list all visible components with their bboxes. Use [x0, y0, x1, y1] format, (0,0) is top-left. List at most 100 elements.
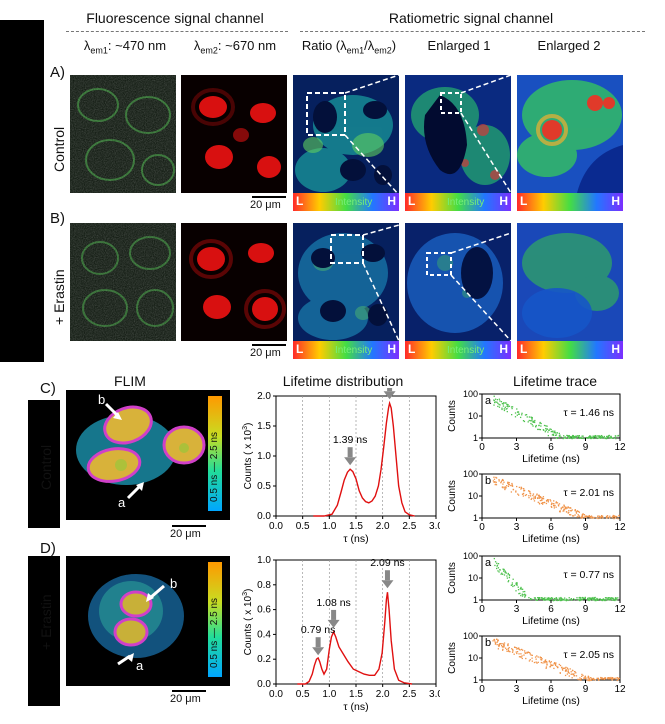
- decay-point: [492, 640, 494, 642]
- decay-point: [567, 512, 569, 514]
- decay-point: [577, 510, 580, 513]
- x-tick-label: 1.5: [349, 689, 363, 700]
- decay-point: [601, 436, 603, 439]
- decay-point: [588, 514, 590, 517]
- decay-point: [552, 664, 554, 666]
- decay-point: [536, 662, 538, 664]
- decay-point: [601, 516, 603, 518]
- decay-point: [606, 515, 609, 517]
- x-tick-label: 6: [548, 522, 554, 533]
- decay-point: [504, 486, 507, 488]
- decay-point: [493, 399, 495, 401]
- decay-point: [507, 649, 510, 651]
- decay-point: [529, 492, 531, 494]
- decay-point: [589, 597, 591, 599]
- decay-point: [537, 428, 539, 431]
- decay-point: [604, 678, 606, 680]
- decay-point: [514, 412, 517, 414]
- decay-point: [584, 598, 586, 600]
- row-d-side-bar: [28, 556, 60, 706]
- decay-point: [598, 598, 600, 600]
- cb-low-b2: L: [408, 342, 416, 356]
- decay-point: [518, 653, 520, 655]
- decay-point: [541, 658, 543, 660]
- decay-point: [542, 662, 544, 664]
- decay-point: [498, 645, 500, 648]
- decay-point: [570, 435, 572, 438]
- x-tick-label: 3: [514, 442, 520, 453]
- decay-point: [497, 644, 500, 646]
- decay-point: [563, 504, 565, 506]
- decay-point: [524, 594, 527, 596]
- decay-point: [529, 598, 532, 601]
- decay-point: [555, 502, 557, 504]
- decay-point: [516, 485, 518, 488]
- decay-point: [508, 405, 511, 407]
- decay-point: [546, 662, 548, 664]
- decay-point: [559, 599, 561, 601]
- decay-point: [583, 677, 585, 679]
- decay-point: [564, 597, 566, 599]
- decay-point: [615, 437, 617, 440]
- decay-point: [556, 432, 558, 434]
- peak-arrow-stem: [387, 388, 393, 392]
- decay-point: [524, 414, 527, 416]
- decay-point: [511, 406, 514, 408]
- decay-point: [550, 598, 552, 600]
- decay-point: [549, 665, 552, 668]
- y-tick-label: 10: [468, 653, 478, 663]
- decay-point: [599, 515, 601, 518]
- decay-point: [523, 654, 525, 656]
- decay-point: [565, 598, 568, 600]
- decay-point: [511, 651, 514, 653]
- x-tick-label: 1.0: [322, 689, 336, 700]
- decay-point: [498, 403, 500, 406]
- decay-point: [600, 678, 602, 680]
- decay-point: [506, 410, 508, 413]
- decay-point: [567, 671, 570, 674]
- decay-point: [611, 676, 614, 679]
- decay-point: [555, 662, 557, 664]
- decay-point: [524, 593, 526, 595]
- peak-label: 2.09 ns: [370, 557, 404, 569]
- decay-point: [576, 597, 578, 599]
- decay-point: [592, 596, 594, 599]
- decay-point: [530, 416, 532, 418]
- decay-point: [580, 675, 583, 678]
- decay-point: [563, 510, 565, 512]
- decay-point: [549, 428, 551, 430]
- decay-point: [517, 589, 520, 591]
- decay-point: [614, 436, 616, 439]
- lifetime-trace-title: Lifetime trace: [512, 373, 598, 389]
- decay-point: [581, 673, 583, 676]
- decay-point: [494, 564, 496, 567]
- decay-point: [503, 409, 506, 412]
- decay-point: [539, 656, 541, 658]
- decay-point: [530, 420, 532, 422]
- decay-point: [557, 666, 559, 668]
- decay-point: [544, 599, 546, 601]
- decay-point: [520, 488, 522, 490]
- decay-point: [544, 659, 546, 662]
- decay-point: [613, 517, 615, 520]
- decay-point: [614, 435, 617, 437]
- decay-point: [615, 677, 617, 679]
- decay-point: [603, 598, 605, 601]
- decay-point: [597, 599, 599, 602]
- decay-point: [531, 418, 533, 420]
- decay-point: [571, 437, 573, 440]
- series-line: [297, 592, 413, 685]
- decay-point: [576, 598, 578, 601]
- decay-point: [611, 677, 613, 680]
- decay-point: [525, 494, 528, 496]
- decay-point: [537, 497, 539, 499]
- decay-point: [555, 506, 557, 508]
- decay-point: [592, 516, 594, 518]
- decay-point: [570, 673, 572, 675]
- decay-point: [531, 497, 533, 500]
- decay-point: [505, 408, 507, 410]
- peak-arrow-stem: [384, 570, 390, 581]
- image-a-enlarged1: L Intensity H: [405, 75, 511, 211]
- image-a-ratio: L Intensity H: [293, 75, 399, 211]
- decay-point: [565, 666, 567, 669]
